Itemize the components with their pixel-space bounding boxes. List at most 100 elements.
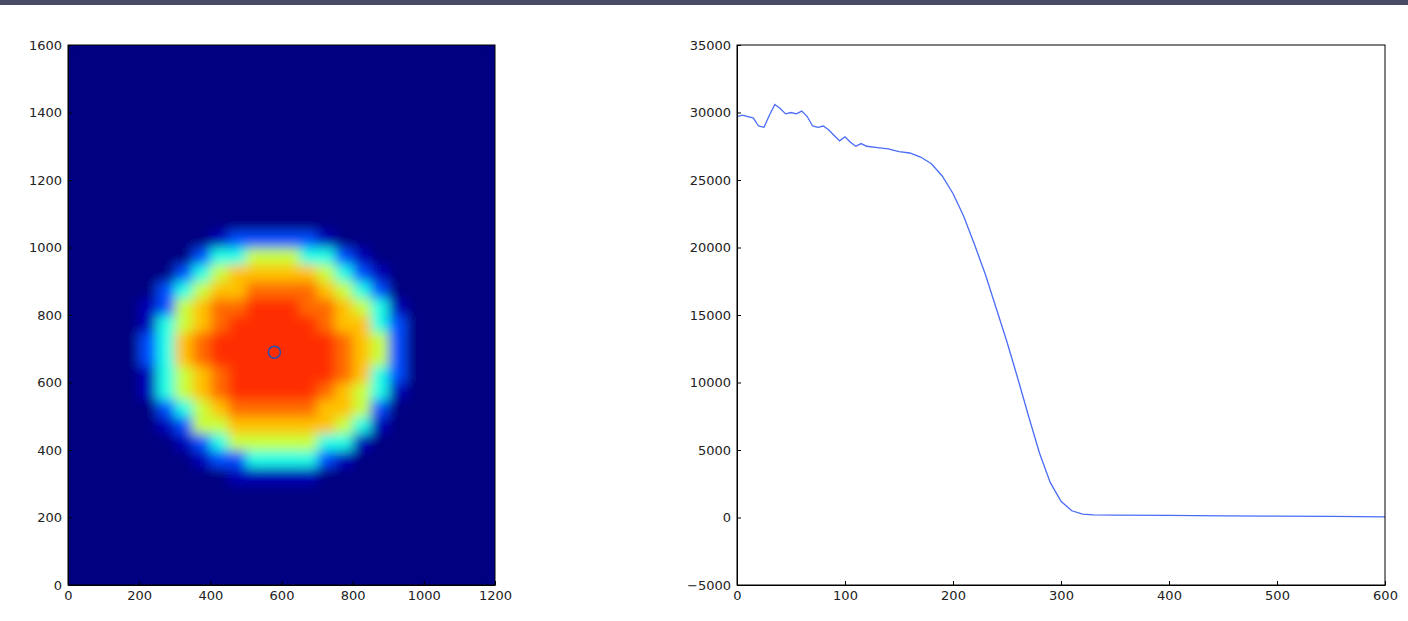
tick: 15000 bbox=[690, 308, 741, 323]
cell bbox=[175, 551, 193, 568]
cell bbox=[424, 197, 442, 214]
cell bbox=[317, 146, 335, 163]
tick: 0 bbox=[723, 510, 741, 525]
cell bbox=[442, 180, 460, 197]
cell bbox=[282, 467, 300, 484]
line bbox=[737, 104, 1385, 516]
cell bbox=[121, 349, 139, 366]
cell bbox=[459, 45, 477, 62]
tick: 400 bbox=[37, 443, 72, 458]
cell bbox=[282, 501, 300, 518]
cell bbox=[388, 298, 406, 315]
cell bbox=[406, 315, 424, 332]
cell bbox=[210, 79, 228, 96]
cell bbox=[282, 349, 300, 366]
cell bbox=[370, 349, 388, 366]
cell bbox=[228, 399, 246, 416]
cell bbox=[335, 433, 353, 450]
cell bbox=[264, 298, 282, 315]
cell bbox=[175, 113, 193, 130]
cell bbox=[246, 298, 264, 315]
cell bbox=[335, 96, 353, 113]
cell bbox=[388, 129, 406, 146]
tick-mark bbox=[282, 581, 283, 585]
x-axis: 020040060080010001200 bbox=[64, 581, 512, 603]
cell bbox=[370, 79, 388, 96]
cell bbox=[193, 113, 211, 130]
cell bbox=[228, 113, 246, 130]
cell bbox=[139, 332, 157, 349]
tick: 20000 bbox=[690, 240, 741, 255]
frame bbox=[68, 45, 495, 585]
cell bbox=[121, 433, 139, 450]
cell bbox=[299, 180, 317, 197]
cell bbox=[353, 484, 371, 501]
cell bbox=[317, 298, 335, 315]
cell bbox=[477, 248, 495, 265]
cell bbox=[104, 113, 122, 130]
cell bbox=[282, 197, 300, 214]
cell bbox=[210, 163, 228, 180]
cell bbox=[282, 180, 300, 197]
cell bbox=[477, 518, 495, 535]
cell bbox=[246, 45, 264, 62]
cell bbox=[228, 214, 246, 231]
cell bbox=[68, 146, 86, 163]
cell bbox=[157, 129, 175, 146]
cell bbox=[104, 383, 122, 400]
cell bbox=[335, 180, 353, 197]
cell bbox=[406, 231, 424, 248]
cell bbox=[442, 281, 460, 298]
cell bbox=[86, 568, 104, 585]
cell bbox=[370, 113, 388, 130]
cell bbox=[175, 248, 193, 265]
cell bbox=[477, 416, 495, 433]
cell bbox=[370, 197, 388, 214]
cell bbox=[104, 433, 122, 450]
cell bbox=[246, 113, 264, 130]
cell bbox=[406, 264, 424, 281]
cell bbox=[68, 45, 86, 62]
tick: 1000 bbox=[408, 581, 441, 603]
cell bbox=[121, 467, 139, 484]
cell bbox=[228, 197, 246, 214]
cell bbox=[477, 366, 495, 383]
cell bbox=[477, 214, 495, 231]
tick-mark bbox=[1385, 581, 1386, 585]
cell bbox=[299, 264, 317, 281]
cell bbox=[68, 264, 86, 281]
cell bbox=[353, 501, 371, 518]
cell bbox=[335, 298, 353, 315]
cell bbox=[193, 197, 211, 214]
cell bbox=[353, 534, 371, 551]
cell bbox=[139, 79, 157, 96]
cell bbox=[104, 197, 122, 214]
cell bbox=[317, 231, 335, 248]
cell bbox=[370, 62, 388, 79]
tick-label: 800 bbox=[37, 308, 62, 323]
cell bbox=[370, 231, 388, 248]
cell bbox=[353, 248, 371, 265]
cell bbox=[424, 62, 442, 79]
cell bbox=[370, 45, 388, 62]
cell bbox=[228, 518, 246, 535]
cell bbox=[193, 484, 211, 501]
cell bbox=[86, 433, 104, 450]
cell bbox=[388, 484, 406, 501]
cell bbox=[121, 129, 139, 146]
cell bbox=[424, 129, 442, 146]
tick-mark bbox=[139, 581, 140, 585]
cell bbox=[157, 484, 175, 501]
cell bbox=[424, 163, 442, 180]
cell bbox=[68, 79, 86, 96]
cell bbox=[282, 315, 300, 332]
cell bbox=[175, 450, 193, 467]
cell bbox=[175, 231, 193, 248]
cell bbox=[264, 96, 282, 113]
cell bbox=[246, 450, 264, 467]
cell bbox=[104, 180, 122, 197]
cell bbox=[477, 383, 495, 400]
cell bbox=[442, 551, 460, 568]
cell bbox=[210, 383, 228, 400]
cell bbox=[264, 281, 282, 298]
